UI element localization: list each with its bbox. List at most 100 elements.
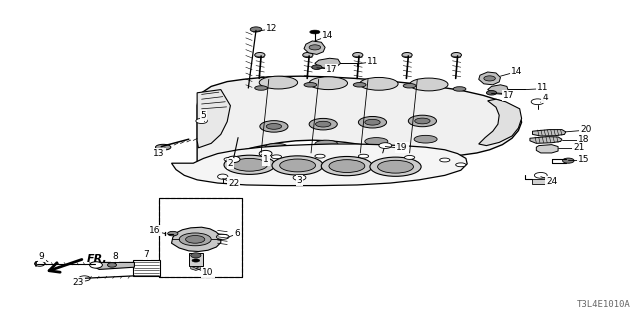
- Ellipse shape: [156, 144, 171, 150]
- Text: 10: 10: [202, 268, 214, 277]
- Polygon shape: [197, 76, 522, 176]
- Text: T3L4E1010A: T3L4E1010A: [577, 300, 630, 309]
- Ellipse shape: [303, 52, 313, 58]
- Ellipse shape: [265, 143, 288, 151]
- Ellipse shape: [531, 99, 544, 105]
- Text: 13: 13: [153, 149, 164, 158]
- Ellipse shape: [453, 87, 466, 91]
- Ellipse shape: [408, 115, 436, 127]
- Text: 12: 12: [266, 24, 278, 33]
- Polygon shape: [479, 99, 522, 146]
- Text: 16: 16: [149, 226, 161, 235]
- Ellipse shape: [378, 160, 413, 173]
- Ellipse shape: [218, 174, 228, 179]
- Ellipse shape: [259, 76, 298, 89]
- Ellipse shape: [486, 91, 497, 95]
- Ellipse shape: [266, 124, 282, 129]
- Ellipse shape: [415, 118, 430, 124]
- Ellipse shape: [316, 121, 331, 127]
- Polygon shape: [172, 227, 221, 252]
- Ellipse shape: [192, 259, 200, 262]
- Ellipse shape: [410, 78, 448, 91]
- Polygon shape: [304, 41, 325, 54]
- Text: 5: 5: [201, 111, 206, 120]
- Ellipse shape: [365, 138, 388, 145]
- Text: 6: 6: [234, 229, 239, 238]
- Ellipse shape: [191, 253, 201, 258]
- Text: 11: 11: [367, 57, 378, 66]
- Text: 7: 7: [144, 250, 149, 259]
- Text: 22: 22: [228, 179, 239, 188]
- Polygon shape: [479, 72, 500, 85]
- Ellipse shape: [365, 119, 380, 125]
- Ellipse shape: [186, 236, 205, 243]
- Ellipse shape: [456, 163, 466, 167]
- Polygon shape: [536, 145, 558, 153]
- Ellipse shape: [260, 121, 288, 132]
- Text: 3: 3: [297, 176, 302, 185]
- Polygon shape: [530, 137, 562, 143]
- Ellipse shape: [259, 150, 272, 157]
- Ellipse shape: [310, 30, 320, 34]
- Text: 14: 14: [511, 67, 523, 76]
- Ellipse shape: [280, 159, 316, 172]
- Polygon shape: [488, 85, 508, 93]
- Ellipse shape: [563, 158, 574, 163]
- Text: 17: 17: [326, 65, 337, 74]
- Ellipse shape: [304, 83, 317, 87]
- Text: 17: 17: [503, 91, 515, 100]
- Text: 21: 21: [573, 143, 585, 152]
- Ellipse shape: [232, 158, 268, 171]
- Ellipse shape: [353, 52, 363, 58]
- Polygon shape: [95, 262, 134, 269]
- Ellipse shape: [321, 156, 372, 176]
- Ellipse shape: [35, 261, 45, 266]
- Ellipse shape: [329, 160, 365, 172]
- Ellipse shape: [484, 76, 495, 81]
- Ellipse shape: [315, 154, 325, 158]
- Ellipse shape: [168, 231, 178, 236]
- Ellipse shape: [255, 86, 268, 90]
- Ellipse shape: [216, 234, 229, 239]
- Ellipse shape: [293, 175, 306, 180]
- Bar: [159, 198, 242, 277]
- Bar: [159, 198, 242, 277]
- Ellipse shape: [227, 156, 240, 163]
- Ellipse shape: [358, 154, 369, 158]
- Ellipse shape: [224, 157, 234, 161]
- Polygon shape: [191, 266, 201, 270]
- Ellipse shape: [179, 233, 211, 246]
- Polygon shape: [197, 90, 230, 148]
- Ellipse shape: [250, 27, 262, 32]
- Polygon shape: [315, 58, 340, 68]
- Ellipse shape: [255, 52, 265, 58]
- Ellipse shape: [312, 65, 322, 69]
- Ellipse shape: [360, 77, 398, 90]
- Polygon shape: [532, 130, 566, 136]
- Text: 20: 20: [580, 125, 591, 134]
- Ellipse shape: [309, 77, 348, 90]
- Text: 4: 4: [543, 93, 548, 102]
- Ellipse shape: [353, 83, 366, 87]
- Text: 15: 15: [578, 155, 589, 164]
- Ellipse shape: [404, 156, 415, 159]
- Text: 18: 18: [578, 135, 589, 144]
- Ellipse shape: [271, 155, 282, 159]
- Text: 19: 19: [396, 143, 408, 152]
- Text: 1: 1: [263, 156, 268, 164]
- Ellipse shape: [440, 158, 450, 162]
- Ellipse shape: [196, 118, 207, 124]
- Ellipse shape: [403, 84, 416, 88]
- Ellipse shape: [224, 155, 275, 174]
- Ellipse shape: [370, 157, 421, 176]
- Ellipse shape: [534, 172, 547, 178]
- Bar: [532, 179, 549, 184]
- Text: FR.: FR.: [86, 253, 107, 264]
- Ellipse shape: [414, 135, 437, 143]
- Ellipse shape: [451, 52, 461, 58]
- Text: 14: 14: [322, 31, 333, 40]
- Ellipse shape: [90, 262, 102, 268]
- Bar: [133, 260, 160, 276]
- Ellipse shape: [309, 45, 321, 50]
- Ellipse shape: [309, 118, 337, 130]
